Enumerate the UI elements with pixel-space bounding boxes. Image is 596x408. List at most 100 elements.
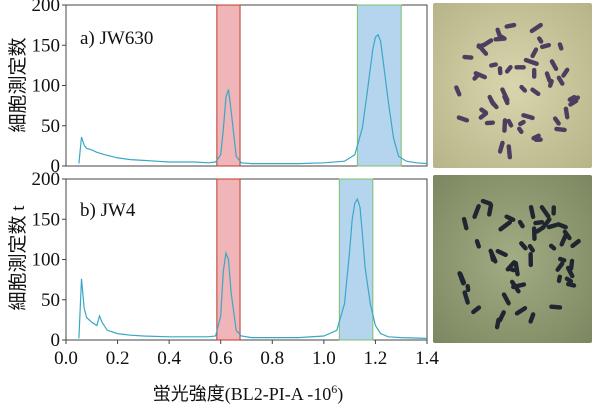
panel-a-y-tick-0: 0 <box>51 156 61 177</box>
chromosome <box>465 283 471 293</box>
chromosome <box>489 62 498 68</box>
panel-a: a) JW630 200 150 100 50 0 細胞測定数 <box>7 0 428 177</box>
chromosome <box>564 276 574 284</box>
chromosome <box>495 248 508 258</box>
chromosome-micrograph-a <box>433 3 592 168</box>
panel-b-y-tick-0: 0 <box>51 330 61 351</box>
panel-b-band-2 <box>338 178 374 341</box>
x-tick-0.2: 0.2 <box>106 348 130 369</box>
panel-a-label: a) JW630 <box>80 28 153 49</box>
micrograph-b-background <box>433 175 592 343</box>
chromosome <box>557 256 567 263</box>
x-axis-label-superscript: 6 <box>331 382 337 396</box>
x-tick-0.6: 0.6 <box>209 348 233 369</box>
panel-b-y-tick-200: 200 <box>32 169 61 190</box>
chromosome <box>513 261 520 277</box>
chromosome <box>549 59 559 71</box>
x-axis-label: 蛍光強度(BL2-PI-A -106) <box>153 382 344 405</box>
chromosome <box>506 118 514 128</box>
x-tick-1.0: 1.0 <box>312 348 336 369</box>
chromosome <box>484 120 496 126</box>
chromosome <box>504 65 513 74</box>
chromosome <box>474 238 482 249</box>
chromosome <box>473 71 488 80</box>
panel-b: b) JW4 200 150 100 50 0 0.0 0.2 0.4 0.6 0.8 1.0 1.… <box>7 169 439 369</box>
chromosome <box>539 205 551 219</box>
panel-b-series-line <box>78 197 428 339</box>
chromosome <box>502 118 508 133</box>
x-tick-0.4: 0.4 <box>157 348 181 369</box>
chromosome <box>472 203 481 220</box>
chromosome <box>546 222 561 230</box>
chromosome <box>462 290 470 305</box>
panel-a-y-tick-200: 200 <box>32 0 61 16</box>
chromosome <box>570 238 581 249</box>
panel-b-y-tick-100: 100 <box>32 250 61 271</box>
chromosome <box>569 95 581 105</box>
chromosome <box>502 94 510 106</box>
chromosome <box>547 78 554 88</box>
chromosome <box>480 198 493 206</box>
micrograph-a-background <box>433 3 592 168</box>
panel-a-y-tick-100: 100 <box>32 76 61 97</box>
chromosome <box>514 65 526 70</box>
chromosome <box>497 310 506 323</box>
chromosome <box>501 292 511 306</box>
chromosome <box>539 42 552 50</box>
chromosome <box>556 274 563 284</box>
chromosome <box>528 204 536 220</box>
x-tick-1.4: 1.4 <box>415 348 439 369</box>
chromosome <box>565 281 577 288</box>
chromosome <box>517 126 524 135</box>
panel-a-y-tick-150: 150 <box>32 35 61 56</box>
chromosome <box>530 87 541 97</box>
panel-a-y-axis-label: 細胞測定数 <box>7 37 29 132</box>
chromosome <box>531 67 537 79</box>
chromosome <box>461 216 469 231</box>
chromosome <box>537 36 544 44</box>
chromosome <box>506 144 513 160</box>
chromosome <box>528 252 533 268</box>
panel-a-series-line <box>78 33 428 165</box>
chromosome <box>471 305 482 315</box>
chromosome <box>456 115 470 123</box>
chromosome-micrograph-b <box>433 175 592 343</box>
chromosome <box>555 261 565 272</box>
chromosome <box>497 140 505 154</box>
chromosome <box>481 38 494 48</box>
chromosome <box>504 22 517 29</box>
chromosome <box>488 248 498 264</box>
chromosome <box>454 85 462 97</box>
chromosome <box>504 214 516 222</box>
chromosome <box>521 113 535 121</box>
panel-a-y-tick-50: 50 <box>41 116 60 137</box>
chromosome <box>554 126 567 133</box>
chromosome <box>527 243 535 253</box>
chromosome <box>565 265 575 279</box>
chromosome <box>523 57 539 66</box>
chromosome <box>487 203 494 217</box>
chromosome <box>519 241 528 251</box>
chromosome <box>567 94 577 102</box>
chromosomes-b <box>457 198 581 330</box>
chromosome <box>533 219 545 226</box>
chromosome <box>497 66 503 76</box>
panel-b-y-tick-150: 150 <box>32 209 61 230</box>
chromosome <box>540 217 552 231</box>
chromosome <box>458 271 467 285</box>
x-tick-0.0: 0.0 <box>54 348 78 369</box>
x-tick-1.2: 1.2 <box>364 348 388 369</box>
chromosome <box>518 119 526 127</box>
panel-b-label: b) JW4 <box>80 200 136 221</box>
chromosome <box>495 27 503 39</box>
chromosomes-a <box>454 22 581 160</box>
chromosome <box>498 220 513 232</box>
x-tick-0.8: 0.8 <box>260 348 284 369</box>
panel-b-y-axis-label: 細胞測定数 t <box>7 205 29 311</box>
chromosome <box>493 36 506 42</box>
chromosome <box>557 42 564 51</box>
chromosome <box>563 106 570 120</box>
chromosome <box>530 47 539 59</box>
chromosome <box>479 107 489 115</box>
